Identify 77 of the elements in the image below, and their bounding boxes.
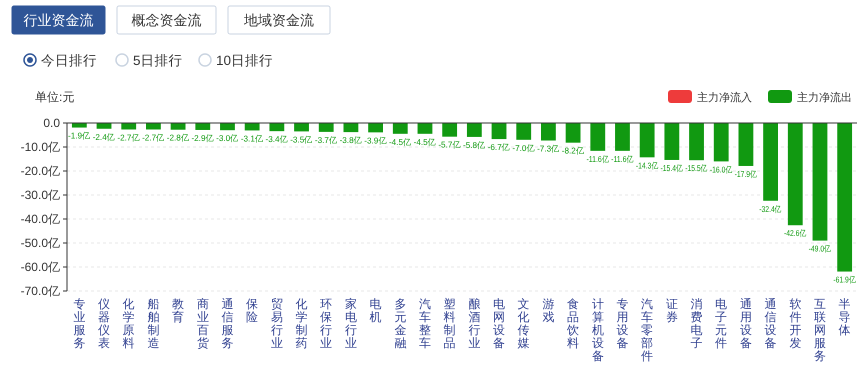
x-tick-label: 通信服务 [221, 297, 234, 350]
y-tick-label: -20.0亿 [20, 164, 60, 178]
data-label: -3.0亿 [216, 133, 240, 144]
x-tick-label: 汽车零部件 [641, 297, 654, 363]
x-tick-label: 酿酒行业 [468, 297, 480, 350]
data-label: -3.5亿 [290, 134, 314, 144]
x-tick-label: 教育 [172, 297, 184, 324]
x-tick-label: 仪器仪表 [98, 297, 110, 350]
x-tick-label: 文化传媒 [518, 297, 530, 350]
x-tick-label: 食品饮料 [566, 297, 580, 350]
x-tick-label: 塑料制品 [444, 297, 456, 350]
y-tick-label: 0.0 [43, 116, 60, 130]
radio: 10日排行 [198, 53, 274, 68]
y-tick-label: -30.0亿 [20, 188, 60, 202]
x-tick-label: 家电行业 [344, 297, 357, 350]
radio: 今日排行 [23, 53, 97, 68]
tab: 概念资金流 [116, 6, 216, 34]
x-tick-label: 半导体 [838, 297, 851, 337]
data-label: -42.6亿 [784, 228, 812, 238]
x-tick-label: 软件开发 [789, 297, 802, 350]
data-label: -7.0亿 [512, 142, 536, 153]
data-label: -6.7亿 [488, 142, 512, 152]
tab: 行业资金流 [12, 6, 106, 34]
data-label: -2.9亿 [191, 132, 216, 143]
legend-label: 主力净流出 [797, 91, 852, 104]
x-tick-label: 专用设备 [616, 297, 628, 350]
legend: 主力净流出 [768, 90, 852, 104]
x-tick-label: 游戏 [542, 297, 554, 324]
x-tick-label: 计算机设备 [592, 297, 604, 363]
data-label: -4.5亿 [388, 136, 413, 147]
data-label: -3.4亿 [266, 134, 290, 144]
data-label: -5.7亿 [438, 140, 462, 150]
x-tick-label: 商业百货 [196, 297, 209, 350]
x-tick-label: 通用设备 [740, 297, 752, 350]
x-tick-label: 专业服务 [73, 297, 86, 350]
x-tick-label: 保险 [246, 297, 258, 324]
x-tick-label: 多元金融 [394, 297, 406, 350]
data-label: -61.9亿 [833, 274, 862, 285]
data-label: -8.2亿 [562, 146, 586, 156]
y-tick-label: -10.0亿 [20, 140, 60, 154]
x-tick-label: 通信设备 [764, 297, 777, 350]
y-tick-label: -60.0亿 [20, 260, 60, 274]
x-tick-label: 电子元件 [715, 297, 728, 350]
x-tick-label: 化学原料 [122, 297, 135, 350]
data-label: -11.6亿 [611, 154, 639, 164]
data-label: -3.9亿 [364, 135, 388, 146]
x-tick-label: 环保行业 [320, 297, 332, 350]
data-label: -2.7亿 [142, 132, 166, 142]
x-tick-label: 化学制药 [296, 297, 308, 350]
data-label: -3.1亿 [240, 133, 264, 144]
data-label: -3.8亿 [340, 135, 364, 146]
radio: 5日排行 [115, 53, 183, 68]
data-label: -3.7亿 [314, 134, 339, 145]
x-tick-label: 互联网服务 [814, 297, 826, 363]
x-tick-label: 电机 [370, 297, 382, 324]
tab: 地域资金流 [228, 6, 330, 34]
x-tick-label: 船舶制造 [147, 297, 160, 350]
y-axis-title: 单位:元 [35, 90, 74, 104]
data-label: -2.8亿 [166, 132, 190, 143]
data-label: -49.0亿 [808, 244, 837, 254]
data-label: -2.4亿 [92, 132, 116, 142]
legend: 主力净流入 [668, 90, 752, 104]
legend-label: 主力净流入 [697, 91, 752, 104]
data-label: -2.7亿 [117, 132, 142, 142]
x-tick-label: 消费电子 [690, 297, 703, 350]
x-tick-label: 证券 [666, 297, 678, 324]
data-label: -4.5亿 [414, 136, 438, 147]
y-tick-label: -50.0亿 [20, 236, 60, 250]
x-tick-label: 电网设备 [493, 297, 506, 350]
data-label: -1.9亿 [68, 130, 92, 141]
x-tick-label: 贸易行业 [270, 297, 283, 350]
y-tick-label: -70.0亿 [20, 284, 60, 298]
data-label: -5.8亿 [463, 140, 487, 150]
x-tick-label: 汽车整车 [418, 297, 431, 350]
data-label: -7.3亿 [537, 144, 561, 154]
y-tick-label: -40.0亿 [20, 212, 60, 226]
data-label: -32.4亿 [759, 204, 788, 214]
